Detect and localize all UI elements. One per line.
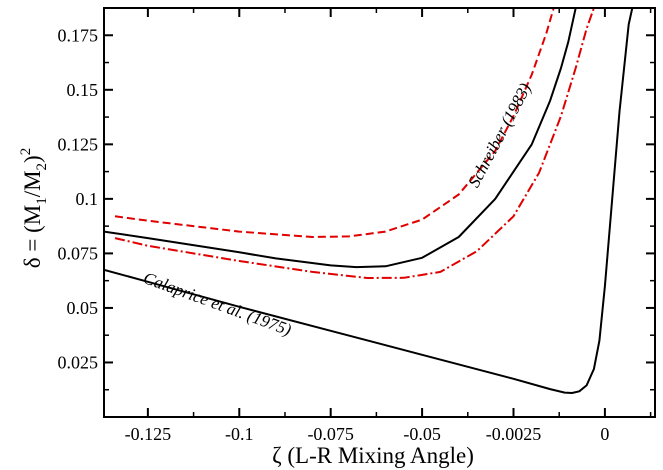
x-tick-label-5: 0 (600, 424, 609, 444)
y-axis-title-close: ) (20, 155, 45, 163)
y-tick-label-3: 0.1 (76, 189, 99, 209)
annotation-layer: Schreiber (1983) Calaprice et al. (1975) (141, 80, 535, 340)
y-tick-label-1: 0.05 (67, 298, 99, 318)
annotation-calaprice: Calaprice et al. (1975) (141, 268, 294, 339)
series-layer (104, 8, 634, 394)
y-axis-title-main: δ = (M (20, 205, 45, 268)
y-axis-title: δ = (M1/M2)2 (18, 148, 50, 268)
x-tick-label-3: -0.05 (403, 424, 441, 444)
y-tick-label-0: 0.025 (58, 352, 99, 372)
y-tick-label-5: 0.15 (67, 80, 99, 100)
y-axis-title-mid: /M (20, 170, 45, 197)
x-tick-label-4: -0.0025 (486, 424, 542, 444)
x-tick-label-1: -0.1 (225, 424, 254, 444)
x-axis-title: ζ (L-R Mixing Angle) (272, 443, 474, 468)
ticks-layer: -0.125 -0.1 -0.075 -0.05 -0.0025 0 0.025 0.05 0.… (58, 7, 655, 444)
y-axis-title-sub2: 2 (34, 163, 50, 171)
x-tick-label-2: -0.075 (307, 424, 354, 444)
series-line-schreiber-upper (114, 8, 555, 238)
y-tick-label-6: 0.175 (58, 25, 99, 45)
series-line-schreiber-lower (114, 8, 595, 279)
y-axis-title-sub1: 1 (34, 197, 50, 205)
series-line-schreiber-central (104, 8, 577, 269)
annotation-schreiber: Schreiber (1983) (464, 80, 535, 191)
y-axis-title-sup: 2 (18, 148, 34, 156)
y-tick-label-4: 0.125 (58, 134, 99, 154)
series-line-calaprice (104, 8, 634, 394)
x-tick-label-0: -0.125 (125, 424, 172, 444)
plot-frame (103, 7, 656, 418)
y-tick-label-2: 0.075 (58, 243, 99, 263)
